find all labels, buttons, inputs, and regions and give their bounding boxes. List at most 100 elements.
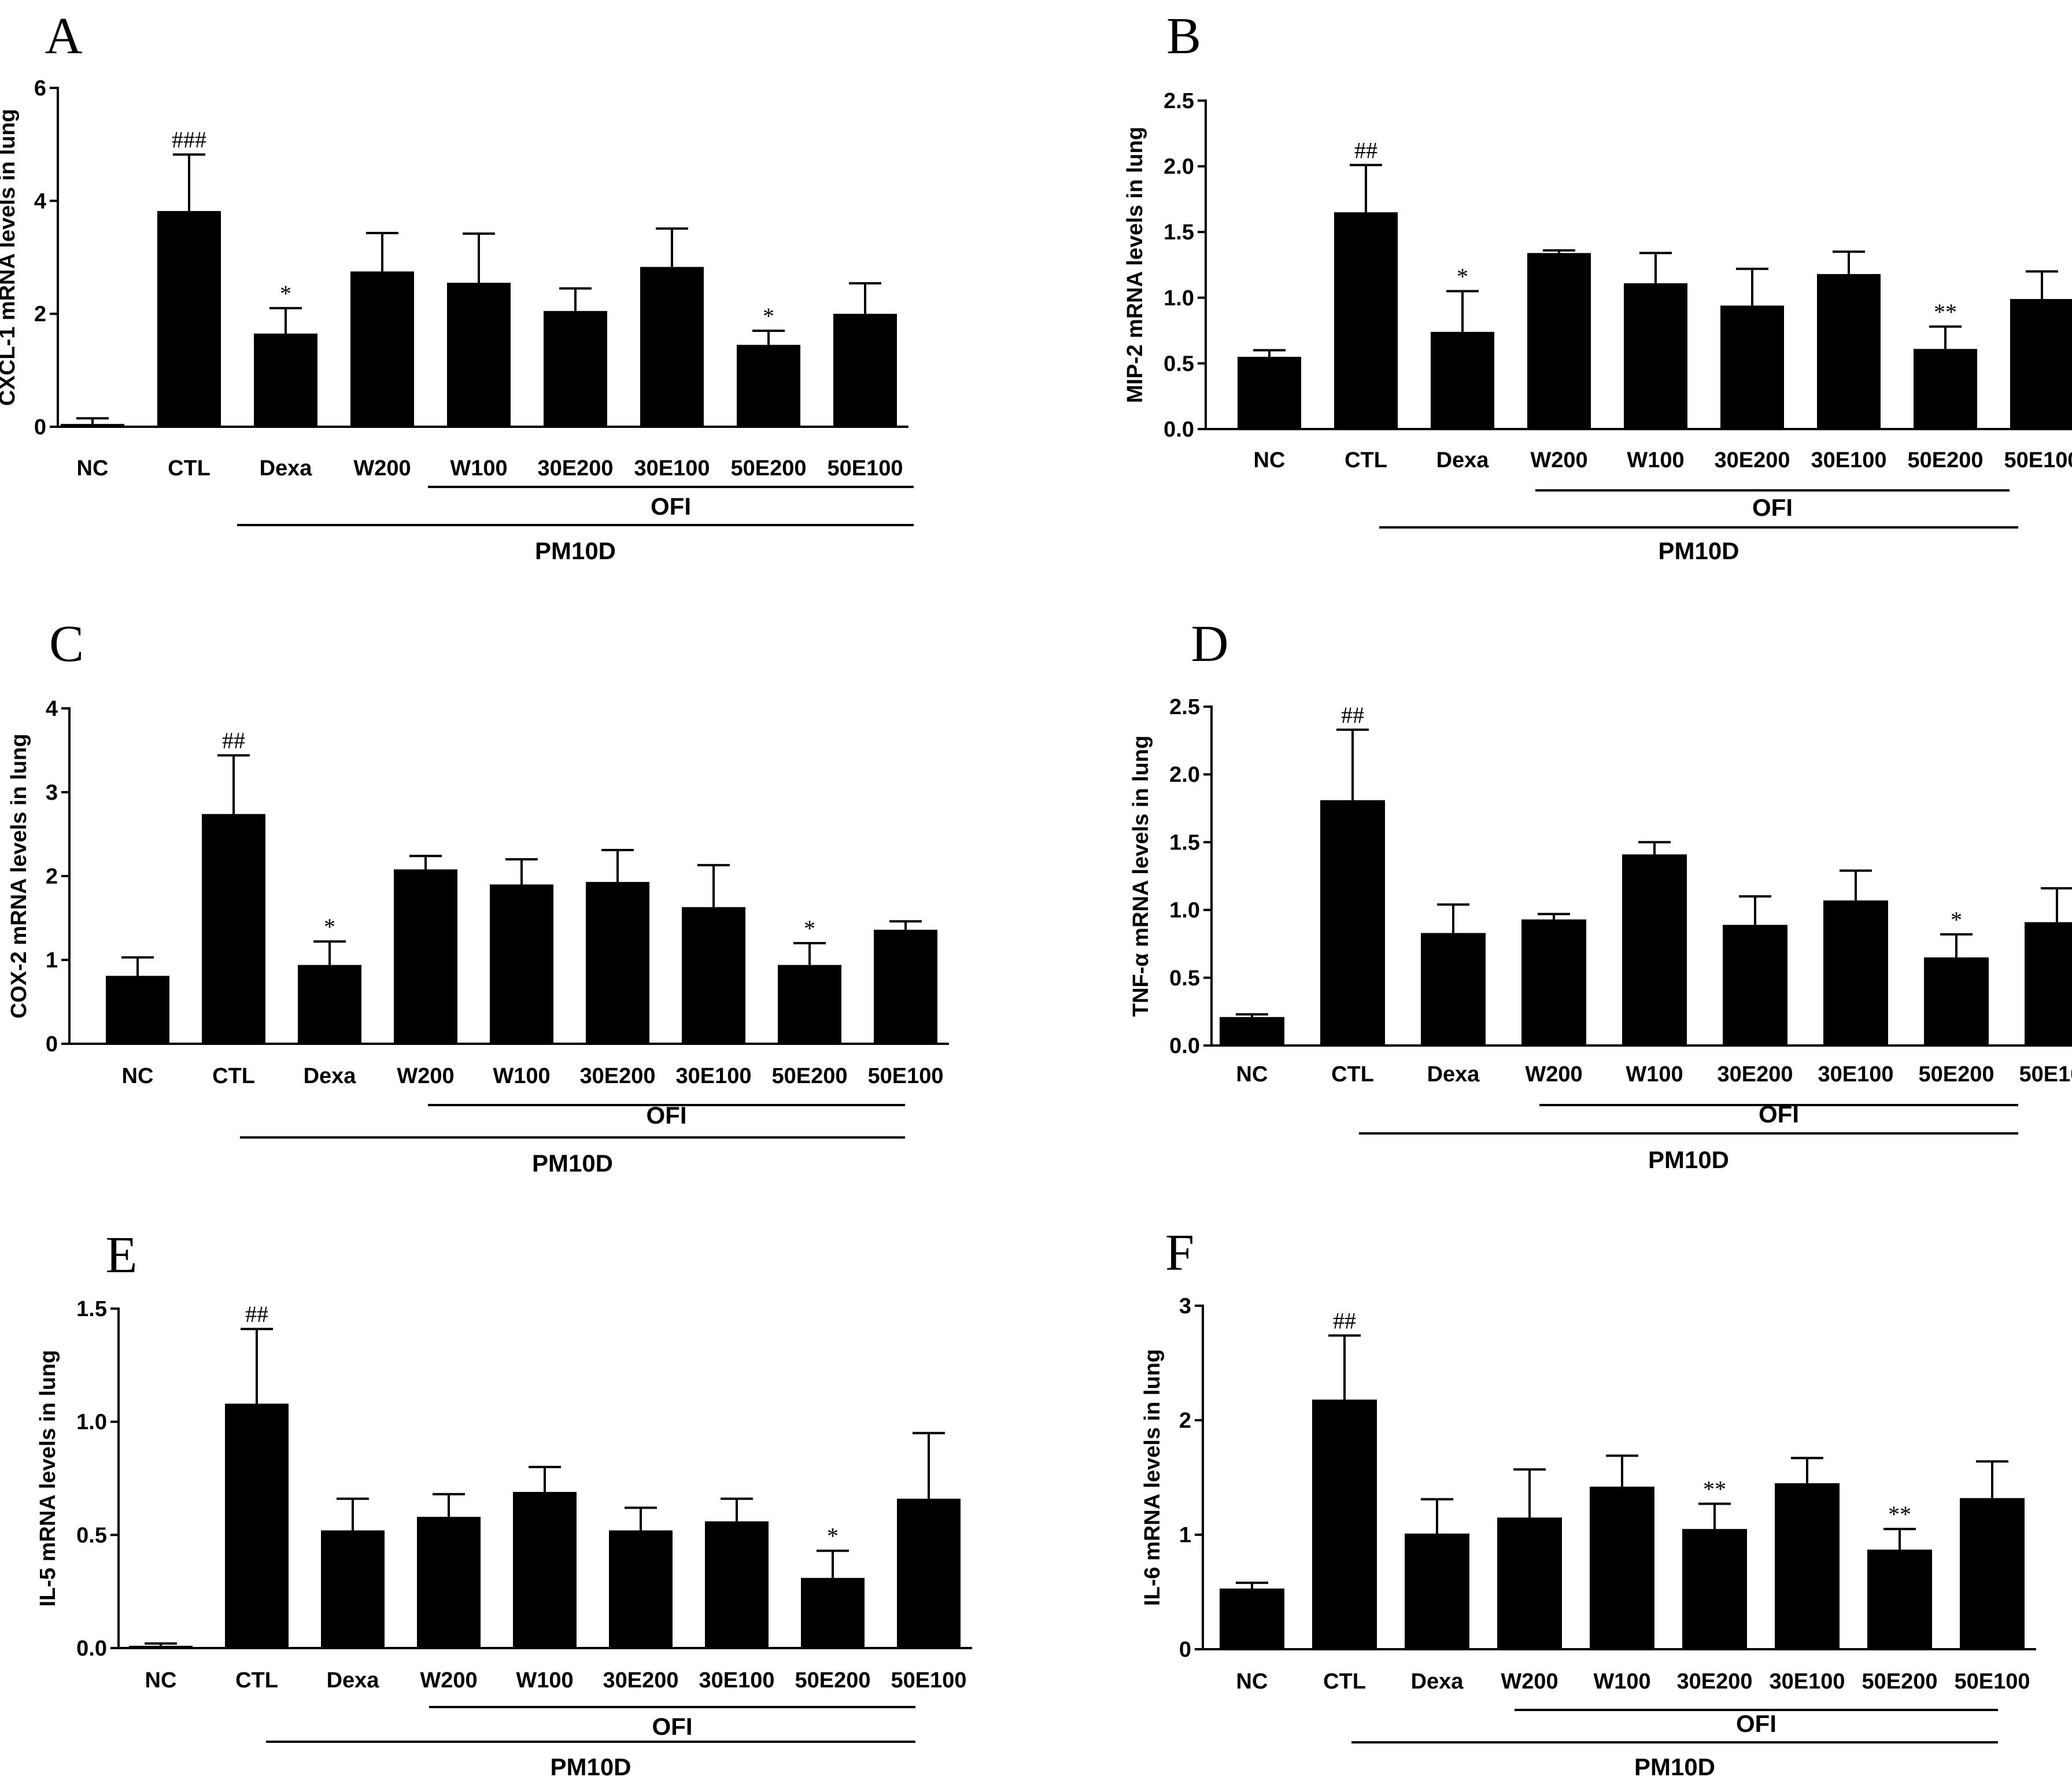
- significance-label: ###: [172, 127, 206, 153]
- y-tick-label: 2.5: [1164, 89, 1194, 113]
- bar: [1823, 900, 1888, 1046]
- y-tick-label: 1.0: [1169, 899, 1200, 923]
- category-label: W200: [397, 1064, 454, 1088]
- group-label: PM10D: [1648, 1146, 1729, 1173]
- bar: [129, 1646, 193, 1648]
- category-label: 50E200: [1918, 1062, 1994, 1087]
- category-label: 50E200: [771, 1064, 847, 1088]
- significance-label: *: [1951, 907, 1962, 933]
- bar: [225, 1403, 289, 1648]
- bar: [1720, 305, 1784, 429]
- y-tick-label: 0.0: [1169, 1034, 1200, 1058]
- category-label: 50E200: [1907, 448, 1983, 472]
- bar: [1238, 357, 1301, 429]
- y-tick-label: 4: [46, 697, 58, 721]
- bar: [1723, 925, 1787, 1046]
- bar: [1220, 1017, 1284, 1046]
- category-label: Dexa: [260, 456, 313, 481]
- significance-label: ##: [245, 1301, 268, 1327]
- category-label: W200: [1530, 448, 1587, 472]
- bar: [1590, 1486, 1654, 1649]
- y-axis-label: IL-6 mRNA levels in lung: [1140, 1349, 1165, 1606]
- category-label: 50E200: [1862, 1669, 1937, 1694]
- category-label: W200: [353, 456, 411, 481]
- bar: [1914, 349, 1977, 429]
- bar: [640, 267, 704, 427]
- bar: [1924, 957, 1989, 1046]
- category-label: W200: [1525, 1062, 1582, 1087]
- category-label: NC: [1236, 1669, 1268, 1694]
- significance-label: ##: [1341, 702, 1364, 728]
- category-label: 50E100: [2019, 1062, 2072, 1087]
- bar: [1220, 1588, 1284, 1649]
- category-label: W100: [1627, 448, 1684, 472]
- panel-letter: B: [1166, 8, 1201, 65]
- bar: [801, 1578, 865, 1648]
- category-label: 50E200: [795, 1668, 870, 1693]
- category-label: Dexa: [1411, 1669, 1464, 1694]
- category-label: 50E100: [827, 456, 903, 481]
- y-tick-label: 0.0: [76, 1636, 107, 1661]
- category-label: 30E100: [699, 1668, 774, 1693]
- group-label: OFI: [647, 1102, 687, 1129]
- bar: [874, 929, 937, 1044]
- category-label: W100: [1626, 1062, 1683, 1087]
- significance-label: ##: [1354, 137, 1377, 163]
- y-tick-label: 0.0: [1164, 418, 1194, 442]
- category-label: 30E200: [1717, 1062, 1793, 1087]
- y-tick-label: 1.5: [1169, 830, 1200, 855]
- bar: [778, 965, 841, 1044]
- category-label: CTL: [168, 456, 210, 481]
- group-label: OFI: [651, 493, 691, 520]
- bar: [321, 1530, 385, 1648]
- chart-panel-c: C 0 1 2 3 4 COX-2 mRNA levels in lung NC ## CTL * D…: [7, 615, 949, 1177]
- panel-letter: C: [49, 615, 84, 673]
- significance-label: *: [763, 303, 774, 329]
- bar: [737, 345, 800, 427]
- bar: [1421, 933, 1486, 1046]
- bar: [157, 210, 221, 427]
- y-tick-label: 2.0: [1164, 155, 1194, 179]
- category-label: CTL: [1345, 448, 1387, 472]
- significance-label: ##: [222, 727, 245, 753]
- bar: [417, 1517, 481, 1648]
- bar: [298, 965, 361, 1044]
- group-label: OFI: [1736, 1710, 1776, 1737]
- y-tick-label: 2.5: [1169, 695, 1200, 719]
- y-axis-label: IL-5 mRNA levels in lung: [36, 1350, 60, 1606]
- group-label: OFI: [1759, 1100, 1799, 1128]
- bar: [1867, 1549, 1932, 1649]
- group-label: OFI: [652, 1713, 693, 1740]
- bar: [682, 907, 745, 1044]
- category-label: 50E100: [2004, 448, 2072, 472]
- category-label: 50E100: [1954, 1669, 2030, 1694]
- bar: [2025, 922, 2072, 1046]
- bar: [490, 884, 553, 1044]
- category-label: W100: [450, 456, 507, 481]
- bar: [394, 869, 457, 1044]
- category-label: 30E100: [1769, 1669, 1845, 1694]
- y-axis-label: MIP-2 mRNA levels in lung: [1123, 127, 1147, 403]
- category-label: 30E200: [1676, 1669, 1752, 1694]
- y-tick-label: 3: [1179, 1294, 1191, 1318]
- y-tick-label: 1.0: [1164, 286, 1194, 311]
- bar: [1312, 1399, 1377, 1649]
- bar: [1320, 800, 1385, 1046]
- y-tick-label: 1.5: [1164, 220, 1194, 245]
- chart-panel-a: A 0 2 4 6 CXCL-1 mRNA levels in lung NC ### CTL *…: [0, 8, 914, 564]
- significance-label: *: [324, 914, 335, 940]
- category-label: W200: [420, 1668, 477, 1693]
- bar: [833, 313, 897, 427]
- category-label: Dexa: [1427, 1062, 1480, 1087]
- category-label: NC: [77, 456, 109, 481]
- y-axis-label: TNF-α mRNA levels in lung: [1129, 736, 1153, 1017]
- bar: [1527, 253, 1591, 429]
- category-label: W100: [493, 1064, 550, 1088]
- category-label: CTL: [212, 1064, 255, 1088]
- y-tick-label: 1: [1179, 1523, 1191, 1547]
- category-label: 30E200: [603, 1668, 678, 1693]
- category-label: 30E100: [675, 1064, 751, 1088]
- group-label: PM10D: [550, 1753, 631, 1780]
